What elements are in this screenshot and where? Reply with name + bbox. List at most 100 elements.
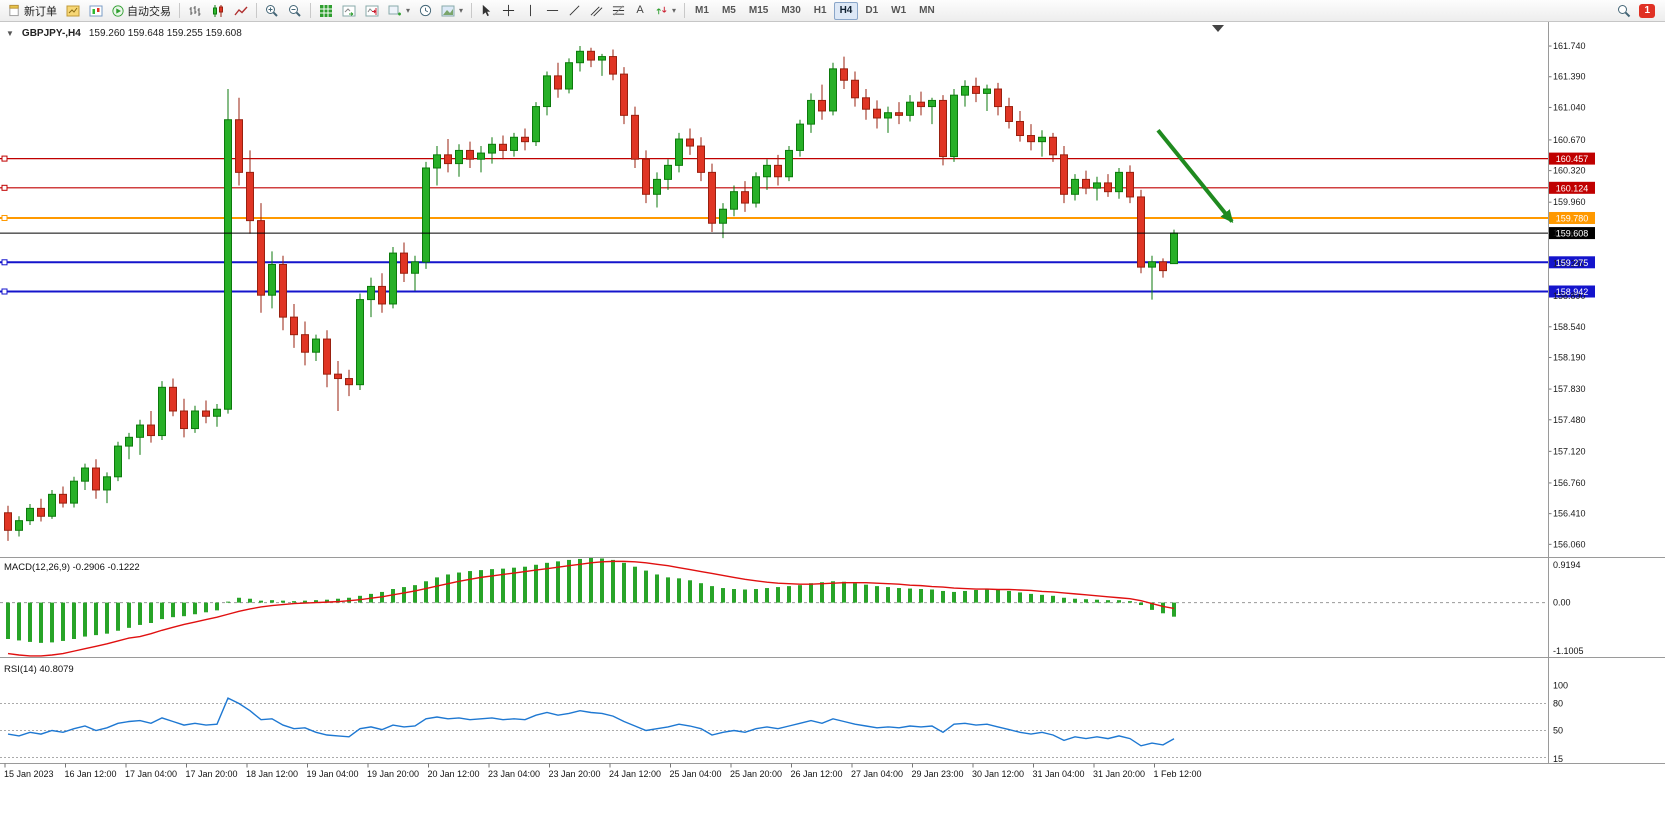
new-order-button[interactable]: 新订单 (4, 2, 61, 20)
price-axis-label: 157.120 (1553, 446, 1586, 456)
timeframe-button-w1[interactable]: W1 (885, 2, 912, 20)
macd-bar (116, 602, 120, 631)
notification-badge[interactable]: 1 (1639, 3, 1655, 18)
timeframe-button-m5[interactable]: M5 (716, 2, 742, 20)
macd-bar (688, 580, 692, 603)
candle-up (1115, 171, 1123, 193)
line-handle[interactable] (1, 259, 8, 266)
timeframe-button-m1[interactable]: M1 (689, 2, 715, 20)
macd-bar (83, 602, 87, 637)
macd-bar (699, 583, 703, 603)
macd-bar (567, 559, 571, 603)
search-icon[interactable] (1617, 4, 1631, 18)
chart-shift-button[interactable] (361, 2, 383, 20)
price-axis-label: 160.320 (1553, 166, 1586, 176)
vertical-line-tool-button[interactable] (520, 2, 541, 20)
toolbar-separator (471, 3, 473, 18)
time-axis-label: 16 Jan 12:00 (65, 769, 117, 779)
time-axis[interactable] (4, 763, 1155, 768)
macd-scale-min: -1.1005 (1553, 646, 1584, 656)
profiles-button[interactable] (85, 2, 107, 20)
new-chart-button[interactable] (62, 2, 84, 20)
macd-bar (897, 588, 901, 603)
line-handle[interactable] (1, 184, 8, 191)
cursor-tool-button[interactable] (476, 2, 497, 20)
macd-bar (171, 602, 175, 618)
macd-bar (578, 558, 582, 603)
price-axis-label: 159.610 (1553, 228, 1586, 238)
candle-up (675, 138, 683, 166)
crosshair-tool-button[interactable] (498, 2, 519, 20)
chart-canvas[interactable]: 161.740 161.390 161.040 160.670 160.320 159.9… (0, 22, 1665, 831)
rsi-pane[interactable] (0, 697, 1548, 758)
macd-bar (1128, 601, 1132, 603)
one-click-trading-toggle[interactable]: ▼ (6, 29, 14, 38)
timeframe-button-m30[interactable]: M30 (775, 2, 806, 20)
macd-bar (127, 602, 131, 628)
timeframe-button-h4[interactable]: H4 (833, 1, 859, 20)
macd-pane[interactable] (0, 557, 1548, 657)
new-chart-icon (66, 4, 80, 18)
timeframe-button-mn[interactable]: MN (913, 2, 941, 20)
horizontal-line-tool-button[interactable] (542, 2, 563, 20)
autotrading-button[interactable]: 自动交易 (108, 2, 175, 20)
price-axis[interactable] (1548, 45, 1595, 545)
candle-down (741, 191, 749, 204)
candle-up (664, 164, 672, 180)
templates-button[interactable]: ▾ (437, 2, 467, 20)
line-chart-button[interactable] (230, 2, 252, 20)
arrows-tool-button[interactable]: ▾ (651, 2, 680, 20)
candle-down (631, 114, 639, 160)
refresh-button[interactable] (415, 2, 436, 20)
line-handle[interactable] (1, 288, 8, 295)
line-handle[interactable] (1, 155, 8, 162)
time-axis-label: 25 Jan 20:00 (730, 769, 782, 779)
line-handle[interactable] (1, 214, 8, 221)
zoom-out-button[interactable] (284, 2, 306, 20)
chart-shift-marker[interactable] (1212, 25, 1224, 32)
text-tool-button[interactable]: A (630, 2, 650, 20)
candle-up (928, 99, 936, 108)
macd-bar (204, 602, 208, 613)
auto-scroll-button[interactable] (338, 2, 360, 20)
candlestick-chart-button[interactable] (207, 2, 229, 20)
channel-tool-button[interactable] (586, 2, 607, 20)
new-window-button[interactable]: ▾ (384, 2, 414, 20)
timeframe-button-d1[interactable]: D1 (859, 2, 884, 20)
macd-bar (732, 589, 736, 603)
candle-up (1071, 178, 1079, 195)
macd-bar (490, 569, 494, 603)
candle-down (972, 85, 980, 94)
timeframe-button-h1[interactable]: H1 (808, 2, 833, 20)
macd-bar (226, 601, 230, 603)
trendline-icon (568, 4, 581, 17)
indicators-button[interactable] (315, 2, 337, 20)
channel-icon (590, 4, 603, 17)
macd-bar (1139, 602, 1143, 606)
macd-bar (600, 558, 604, 603)
bar-chart-button[interactable] (184, 2, 206, 20)
bar-chart-icon (188, 4, 202, 18)
fibonacci-tool-button[interactable] (608, 2, 629, 20)
time-axis-label: 23 Jan 20:00 (549, 769, 601, 779)
candle-down (840, 68, 848, 81)
price-axis-label: 156.060 (1553, 539, 1586, 549)
macd-bar (963, 590, 967, 603)
annotation-arrow[interactable] (1156, 128, 1234, 224)
macd-bar (402, 587, 406, 603)
macd-bar (39, 602, 43, 643)
price-axis-label: 161.740 (1553, 41, 1586, 51)
candle-down (895, 112, 903, 116)
trendline-tool-button[interactable] (564, 2, 585, 20)
macd-bar (457, 572, 461, 603)
toolbar-right: 1 (1617, 3, 1661, 18)
macd-bar (831, 581, 835, 603)
candle-up (422, 167, 430, 263)
timeframe-button-m15[interactable]: M15 (743, 2, 774, 20)
zoom-out-icon (288, 4, 302, 18)
fibonacci-icon (612, 4, 625, 17)
zoom-in-button[interactable] (261, 2, 283, 20)
candle-down (1082, 178, 1090, 189)
macd-bar (666, 577, 670, 603)
price-axis-label: 157.480 (1553, 415, 1586, 425)
